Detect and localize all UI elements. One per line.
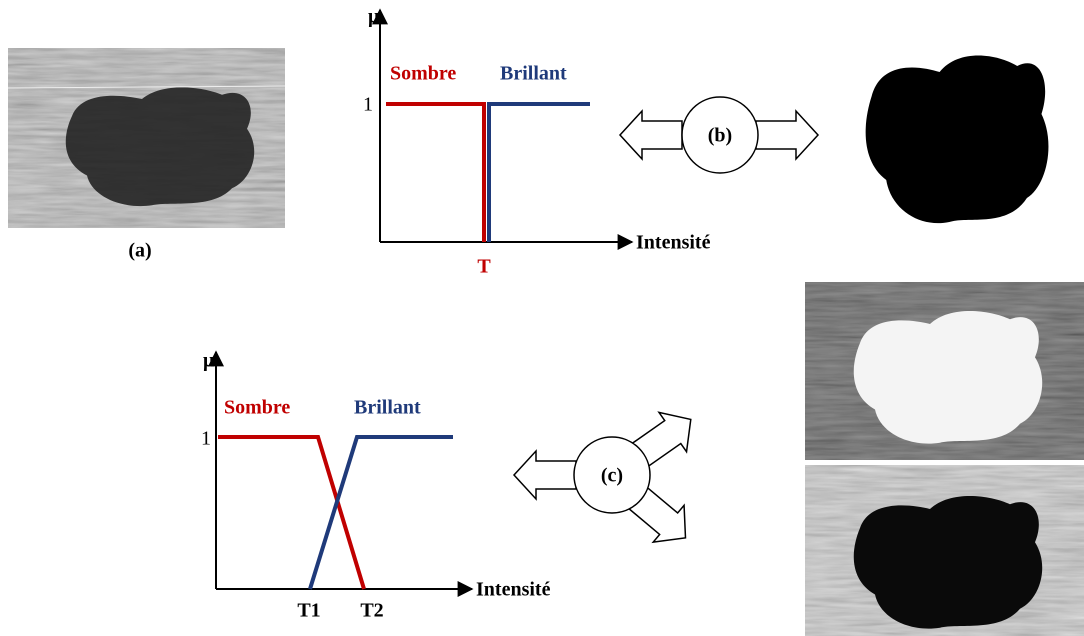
threshold: T: [477, 256, 491, 278]
dark-label: Sombre: [390, 63, 456, 85]
threshold: T2: [360, 600, 383, 622]
figure: (a) μ 1 Sombre Brillant T Intensité (b) …: [0, 0, 1084, 636]
bright-membership: [489, 104, 590, 242]
y-tick: 1: [201, 428, 211, 450]
x-label: Intensité: [636, 232, 711, 254]
dark-membership: [218, 437, 364, 589]
dark-label: Sombre: [224, 397, 290, 419]
arrow-b: (b): [620, 97, 818, 173]
image-a: [8, 48, 285, 228]
label-a: (a): [128, 240, 151, 262]
label-c: (c): [601, 465, 623, 487]
dark-image: [805, 465, 1084, 636]
bright-label: Brillant: [354, 397, 421, 419]
bright-membership: [310, 437, 453, 589]
arrow-c: (c): [514, 400, 705, 556]
chart-c: μ 1 Sombre Brillant T1 T2 Intensité: [201, 350, 551, 622]
bright-label: Brillant: [500, 63, 567, 85]
bright-image: [805, 282, 1084, 460]
page: (a) μ 1 Sombre Brillant T Intensité (b) …: [0, 0, 1084, 636]
label-b: (b): [708, 125, 732, 147]
dark-membership: [386, 104, 484, 242]
binary-image: [866, 56, 1049, 224]
x-label: Intensité: [476, 579, 551, 601]
y-tick: 1: [363, 94, 373, 116]
y-label: μ: [203, 350, 215, 372]
y-label: μ: [368, 6, 380, 28]
threshold: T1: [297, 600, 320, 622]
